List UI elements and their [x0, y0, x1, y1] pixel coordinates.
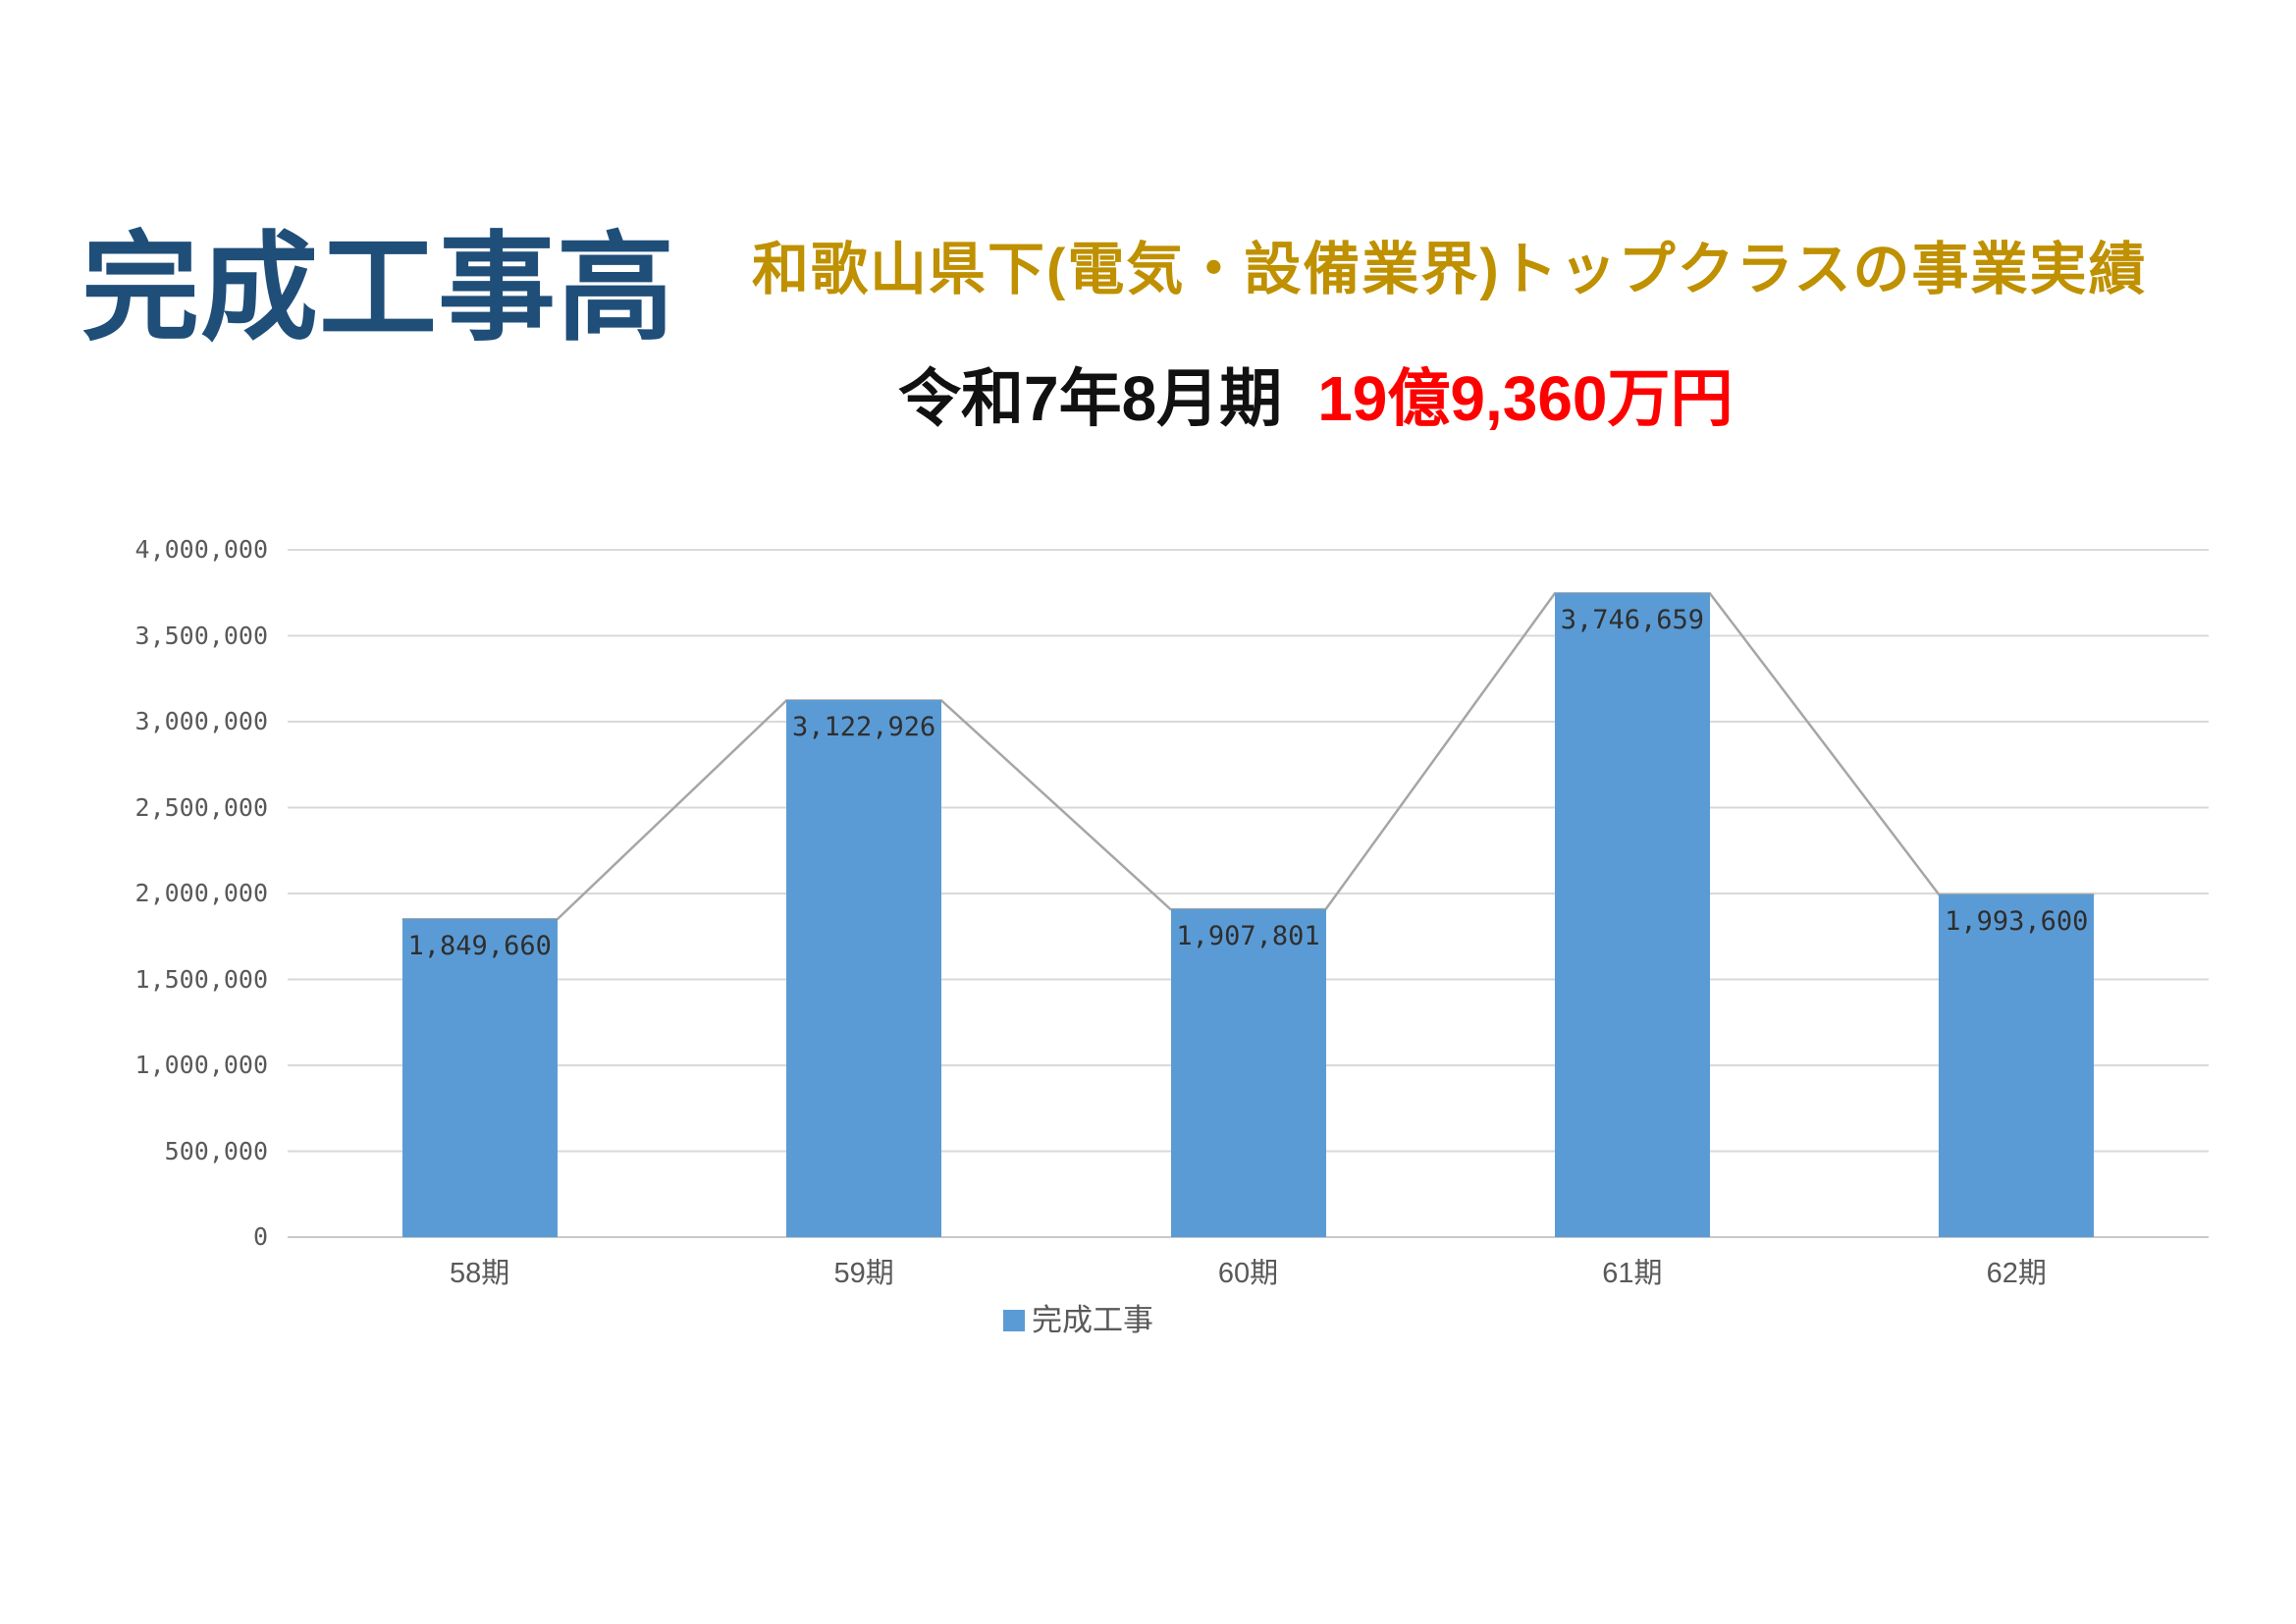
bar-61期 [1554, 593, 1710, 1237]
y-axis-tick-label: 3,000,000 [134, 707, 268, 735]
bar-60期 [1170, 909, 1326, 1237]
period-label: 令和7年8月期 [898, 363, 1283, 434]
bar-59期 [786, 700, 942, 1237]
legend: 完成工事 [1003, 1305, 1153, 1336]
page-title: 完成工事高 [81, 223, 675, 354]
bar-value-label: 1,849,660 [407, 931, 552, 962]
y-axis-tick-label: 500,000 [164, 1136, 268, 1165]
y-axis-tick-label: 1,500,000 [134, 964, 268, 994]
y-axis-tick-label: 2,500,000 [134, 792, 268, 822]
x-axis-category-label: 59期 [833, 1258, 894, 1289]
bar-value-label: 1,907,801 [1176, 921, 1320, 952]
y-axis-tick-label: 1,000,000 [134, 1051, 268, 1079]
trend-connector-line [401, 592, 2095, 921]
header-subtitle: 和歌山県下(電気・設備業界)トップクラスの事業実績 [752, 238, 2148, 301]
legend-marker-square [1003, 1310, 1025, 1331]
x-axis-category-label: 62期 [1986, 1258, 2047, 1289]
y-axis-tick-label: 4,000,000 [134, 535, 268, 564]
period-line: 令和7年8月期 19億9,360万円 [898, 361, 1734, 437]
bar-value-label: 3,746,659 [1560, 605, 1705, 636]
y-axis-tick-label: 0 [252, 1222, 268, 1251]
bar-62期 [1939, 894, 2095, 1237]
legend-series-label: 完成工事 [1032, 1303, 1153, 1337]
bar-58期 [401, 919, 558, 1237]
y-axis-tick-label: 2,000,000 [134, 879, 268, 907]
bar-value-label: 1,993,600 [1945, 906, 2089, 938]
x-axis-category-label: 61期 [1602, 1258, 1663, 1289]
x-axis-category-label: 60期 [1217, 1258, 1279, 1289]
x-axis-category-label: 58期 [450, 1258, 510, 1289]
period-value: 19億9,360万円 [1317, 363, 1734, 434]
bar-value-label: 3,122,926 [791, 712, 936, 743]
y-axis-tick-label: 3,500,000 [134, 621, 268, 650]
